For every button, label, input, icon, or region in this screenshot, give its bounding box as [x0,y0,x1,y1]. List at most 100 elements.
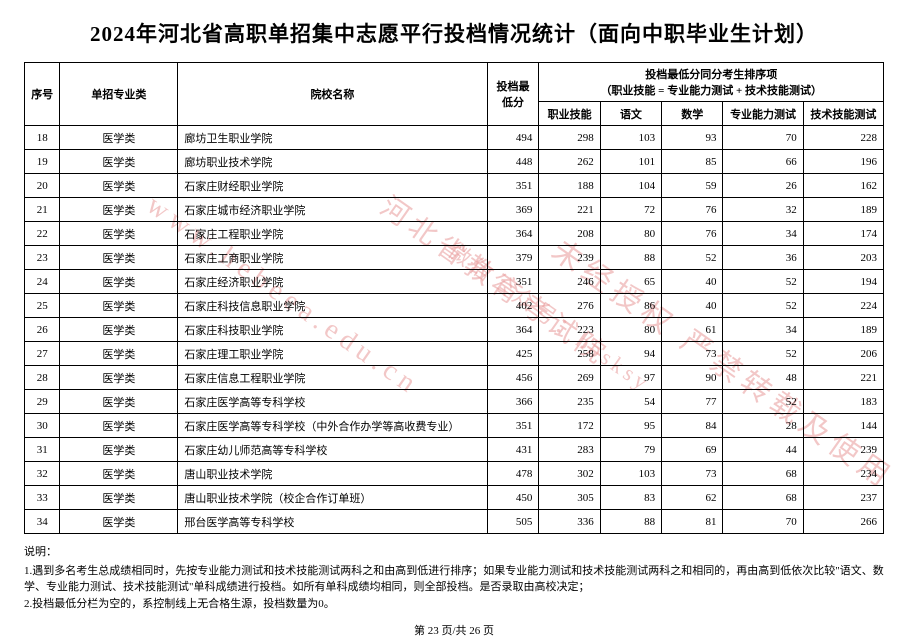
cell-major: 医学类 [60,462,178,486]
cell-major: 医学类 [60,294,178,318]
cell-c1: 235 [539,390,600,414]
table-row: 25医学类石家庄科技信息职业学院402276864052224 [25,294,884,318]
cell-c4: 32 [723,198,803,222]
cell-c4: 34 [723,222,803,246]
cell-seq: 29 [25,390,60,414]
table-row: 19医学类廊坊职业技术学院4482621018566196 [25,150,884,174]
cell-c3: 40 [662,270,723,294]
cell-major: 医学类 [60,318,178,342]
cell-c3: 69 [662,438,723,462]
cell-school: 石家庄经济职业学院 [178,270,487,294]
cell-c3: 90 [662,366,723,390]
cell-major: 医学类 [60,150,178,174]
cell-c3: 77 [662,390,723,414]
cell-min: 425 [487,342,539,366]
cell-school: 唐山职业技术学院 [178,462,487,486]
cell-c1: 276 [539,294,600,318]
col-major: 单招专业类 [60,63,178,126]
cell-seq: 30 [25,414,60,438]
cell-c2: 94 [600,342,661,366]
data-table: 序号 单招专业类 院校名称 投档最低分 投档最低分同分考生排序项 （职业技能 =… [24,62,884,534]
cell-c2: 95 [600,414,661,438]
cell-school: 石家庄医学高等专科学校 [178,390,487,414]
cell-c2: 101 [600,150,661,174]
cell-school: 石家庄信息工程职业学院 [178,366,487,390]
col-school: 院校名称 [178,63,487,126]
cell-seq: 19 [25,150,60,174]
table-row: 20医学类石家庄财经职业学院3511881045926162 [25,174,884,198]
cell-c4: 36 [723,246,803,270]
cell-min: 379 [487,246,539,270]
cell-c3: 84 [662,414,723,438]
cell-c5: 224 [803,294,883,318]
cell-seq: 21 [25,198,60,222]
cell-min: 505 [487,510,539,534]
cell-c5: 237 [803,486,883,510]
cell-c5: 174 [803,222,883,246]
table-header-row-1: 序号 单招专业类 院校名称 投档最低分 投档最低分同分考生排序项 （职业技能 =… [25,63,884,102]
cell-min: 448 [487,150,539,174]
cell-seq: 34 [25,510,60,534]
cell-c1: 223 [539,318,600,342]
cell-c5: 189 [803,198,883,222]
cell-c2: 72 [600,198,661,222]
cell-school: 唐山职业技术学院（校企合作订单班） [178,486,487,510]
cell-c3: 52 [662,246,723,270]
table-row: 22医学类石家庄工程职业学院364208807634174 [25,222,884,246]
cell-c5: 266 [803,510,883,534]
table-row: 28医学类石家庄信息工程职业学院456269979048221 [25,366,884,390]
cell-c2: 88 [600,246,661,270]
cell-c5: 239 [803,438,883,462]
cell-major: 医学类 [60,342,178,366]
cell-c4: 26 [723,174,803,198]
cell-min: 450 [487,486,539,510]
cell-c4: 28 [723,414,803,438]
cell-c4: 34 [723,318,803,342]
cell-c2: 65 [600,270,661,294]
cell-school: 石家庄医学高等专科学校（中外合作办学等高收费专业） [178,414,487,438]
cell-min: 402 [487,294,539,318]
cell-seq: 20 [25,174,60,198]
cell-min: 351 [487,414,539,438]
cell-c1: 246 [539,270,600,294]
cell-c4: 52 [723,390,803,414]
cell-c5: 203 [803,246,883,270]
col-c2: 语文 [600,102,661,126]
table-row: 27医学类石家庄理工职业学院425258947352206 [25,342,884,366]
table-row: 30医学类石家庄医学高等专科学校（中外合作办学等高收费专业）3511729584… [25,414,884,438]
table-row: 21医学类石家庄城市经济职业学院369221727632189 [25,198,884,222]
cell-seq: 26 [25,318,60,342]
cell-min: 494 [487,126,539,150]
cell-c4: 52 [723,294,803,318]
cell-c4: 66 [723,150,803,174]
col-min: 投档最低分 [487,63,539,126]
cell-c1: 269 [539,366,600,390]
notes-block: 说明： 1.遇到多名考生总成绩相同时，先按专业能力测试和技术技能测试两科之和由高… [24,544,884,612]
cell-seq: 28 [25,366,60,390]
cell-c4: 48 [723,366,803,390]
cell-seq: 18 [25,126,60,150]
cell-min: 364 [487,318,539,342]
cell-min: 478 [487,462,539,486]
cell-c2: 79 [600,438,661,462]
cell-c1: 172 [539,414,600,438]
cell-school: 石家庄工程职业学院 [178,222,487,246]
cell-c2: 86 [600,294,661,318]
table-row: 26医学类石家庄科技职业学院364223806134189 [25,318,884,342]
cell-c3: 73 [662,462,723,486]
cell-seq: 32 [25,462,60,486]
cell-c1: 258 [539,342,600,366]
cell-c1: 302 [539,462,600,486]
cell-c3: 81 [662,510,723,534]
cell-c1: 188 [539,174,600,198]
cell-c1: 208 [539,222,600,246]
cell-school: 廊坊卫生职业学院 [178,126,487,150]
cell-c2: 97 [600,366,661,390]
cell-c3: 62 [662,486,723,510]
cell-c5: 196 [803,150,883,174]
cell-c1: 262 [539,150,600,174]
cell-c5: 189 [803,318,883,342]
cell-min: 351 [487,270,539,294]
cell-major: 医学类 [60,222,178,246]
table-row: 33医学类唐山职业技术学院（校企合作订单班）450305836268237 [25,486,884,510]
